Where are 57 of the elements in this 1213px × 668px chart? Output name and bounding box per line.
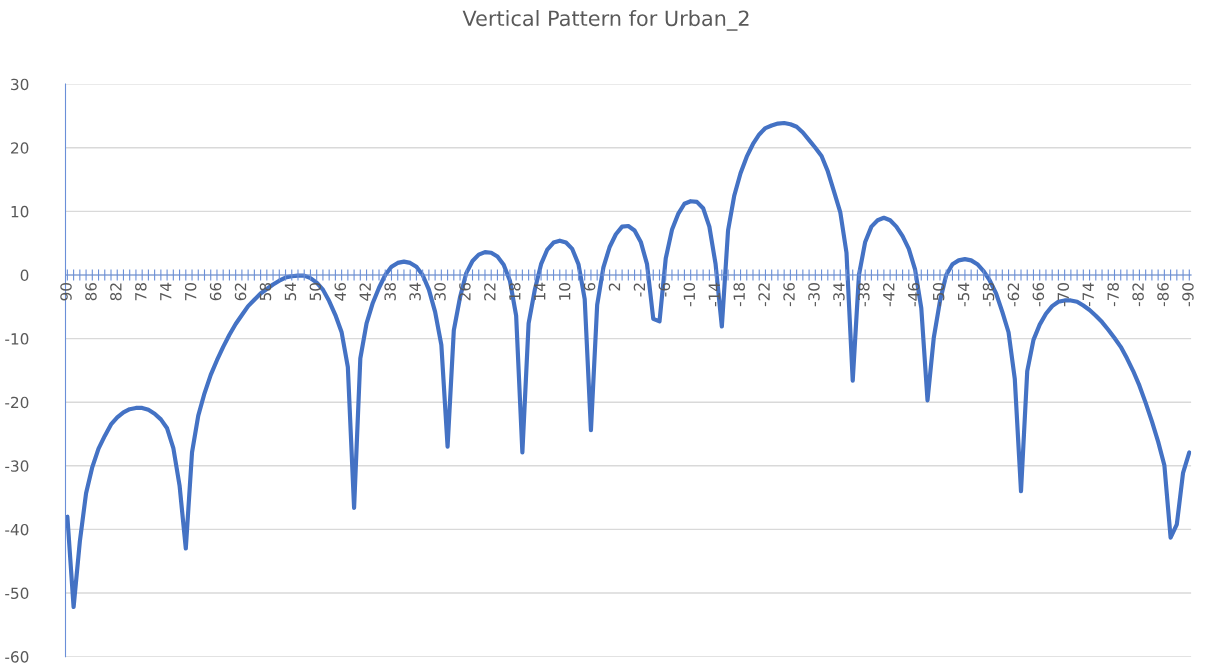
x-tick-label: 22 [484, 283, 496, 301]
x-tick-label: -6 [658, 282, 671, 297]
x-tick-label: -22 [758, 283, 770, 307]
x-tick-label: 6 [583, 282, 596, 291]
x-tick-label: 70 [184, 282, 197, 301]
y-tick-label: 10 [11, 205, 29, 218]
x-tick-label: 26 [459, 282, 471, 301]
y-tick-label: 0 [20, 269, 29, 282]
x-tick-label: -2 [633, 283, 646, 297]
y-tick-label: -30 [5, 460, 29, 472]
x-tick-label: 90 [60, 282, 72, 301]
x-tick-label: 2 [608, 283, 621, 291]
y-tick-label: 20 [11, 142, 29, 154]
x-tick-label: 74 [160, 282, 172, 301]
x-tick-label: -38 [858, 282, 870, 307]
y-tick-label: -60 [5, 651, 29, 663]
x-tick-label: 34 [409, 282, 421, 301]
x-tick-label: -42 [882, 283, 895, 307]
x-tick-label: -90 [1182, 282, 1194, 307]
x-tick-label: -46 [907, 282, 920, 307]
x-tick-label: -58 [982, 282, 995, 307]
x-tick-label: -30 [808, 282, 820, 307]
x-tick-label: -66 [1032, 282, 1045, 307]
x-tick-label: 54 [284, 282, 297, 301]
x-tick-label: -26 [783, 282, 795, 307]
x-tick-label: -78 [1107, 282, 1119, 307]
x-tick-label: 62 [234, 283, 247, 301]
y-tick-label: -10 [5, 333, 29, 345]
x-tick-label: 50 [309, 282, 322, 301]
x-tick-label: 58 [259, 282, 272, 301]
y-tick-label: -50 [5, 587, 29, 600]
x-tick-label: 86 [85, 282, 97, 301]
x-tick-label: -14 [708, 282, 720, 307]
x-tick-label: -18 [733, 282, 745, 307]
x-tick-label: -62 [1007, 283, 1020, 307]
x-tick-label: 82 [110, 283, 122, 301]
x-tick-label: 10 [558, 282, 571, 300]
x-tick-label: 30 [434, 282, 446, 301]
x-tick-label: 14 [534, 282, 546, 300]
x-tick-label: -54 [957, 282, 970, 307]
x-tick-label: 78 [135, 282, 147, 301]
x-tick-label: 46 [334, 282, 347, 301]
y-tick-label: 30 [11, 78, 29, 91]
chart-title: Vertical Pattern for Urban_2 [462, 10, 749, 31]
x-tick-label: 66 [209, 282, 222, 301]
x-tick-label: -82 [1132, 283, 1144, 307]
x-tick-label: -74 [1082, 282, 1094, 307]
y-tick-label: -40 [5, 523, 29, 536]
x-tick-label: 18 [509, 282, 521, 300]
y-tick-label: -20 [5, 396, 29, 409]
x-tick-label: -86 [1157, 282, 1169, 307]
x-tick-label: -10 [683, 282, 696, 307]
x-tick-label: 38 [384, 282, 396, 301]
x-tick-label: -34 [833, 282, 845, 307]
x-tick-label: -70 [1057, 282, 1070, 307]
x-tick-label: -50 [932, 282, 945, 307]
x-tick-label: 42 [359, 283, 371, 301]
